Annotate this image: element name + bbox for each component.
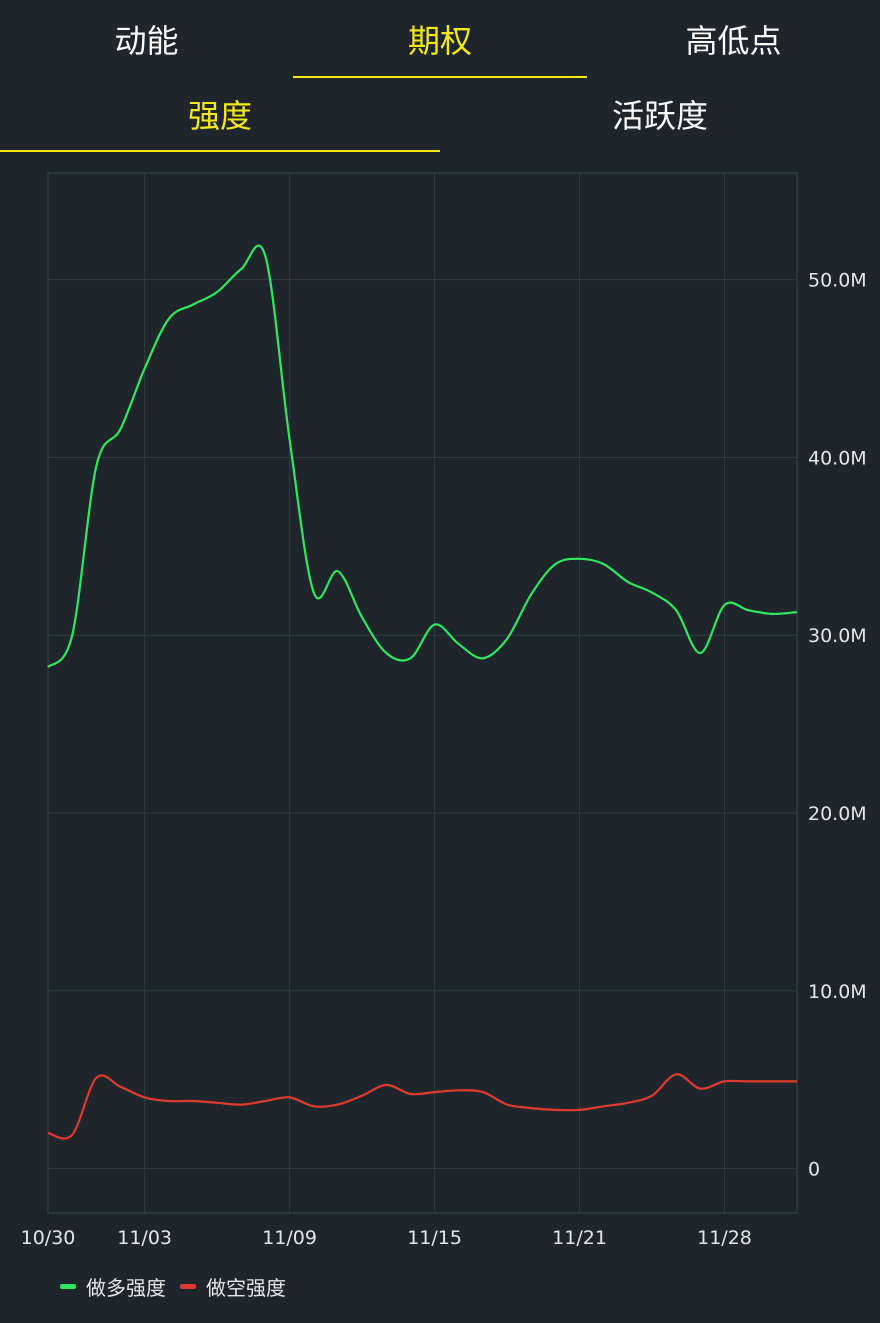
legend-swatch-short — [180, 1283, 196, 1289]
x-tick-label: 11/03 — [117, 1227, 172, 1249]
plot-frame — [47, 172, 798, 1214]
y-tick-label: 0 — [808, 1159, 820, 1181]
series-line-long — [47, 244, 798, 669]
legend-item-long: 做多强度 — [60, 1272, 166, 1301]
subtab-activity[interactable]: 活跃度 — [611, 97, 708, 135]
y-tick-label: 10.0M — [808, 981, 867, 1003]
chart-legend: 做多强度 做空强度 — [60, 1270, 300, 1302]
tab-options[interactable]: 期权 — [293, 0, 587, 80]
x-tick-label: 11/21 — [552, 1227, 607, 1249]
tab-momentum[interactable]: 动能 — [114, 22, 179, 60]
y-tick-label: 30.0M — [808, 625, 867, 647]
subtab-strength[interactable]: 强度 — [0, 80, 440, 154]
y-tick-label: 40.0M — [808, 447, 867, 469]
series-line-short — [47, 1073, 797, 1140]
y-tick-label: 50.0M — [808, 270, 867, 292]
x-tick-label: 11/15 — [407, 1227, 462, 1249]
x-tick-label: 11/09 — [262, 1227, 317, 1249]
tab-high-low[interactable]: 高低点 — [685, 22, 782, 60]
legend-swatch-long — [60, 1283, 76, 1289]
y-tick-label: 20.0M — [808, 803, 867, 825]
x-tick-label: 10/30 — [21, 1227, 76, 1249]
legend-label-short: 做空强度 — [206, 1275, 286, 1300]
x-tick-label: 11/28 — [697, 1227, 752, 1249]
legend-item-short: 做空强度 — [180, 1272, 286, 1301]
main-tabs: 动能 期权 高低点 — [0, 0, 880, 80]
sub-tabs: 强度 活跃度 — [0, 80, 880, 154]
legend-label-long: 做多强度 — [86, 1275, 166, 1300]
